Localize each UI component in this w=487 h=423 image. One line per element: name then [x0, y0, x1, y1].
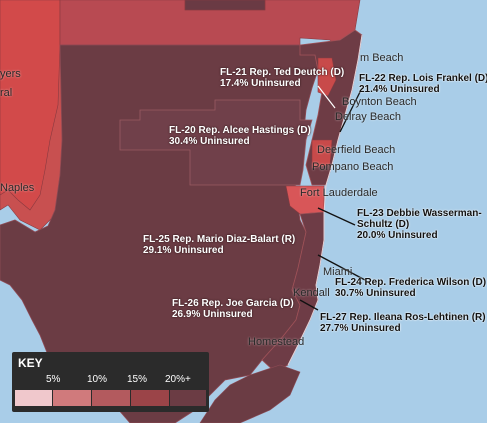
label-fl23: FL-23 Debbie Wasserman- Schultz (D) 20.0… — [357, 208, 482, 241]
legend-tick-5: 5% — [46, 374, 61, 385]
northeast-dark-region — [184, 0, 266, 11]
coastline-east — [287, 34, 363, 366]
label-fl24: FL-24 Rep. Frederica Wilson (D) 30.7% Un… — [335, 277, 486, 299]
place-kendall: Kendall — [293, 287, 330, 299]
legend-tick-10: 10% — [87, 374, 108, 385]
label-fl25-rate: 29.1% Uninsured — [143, 245, 224, 256]
legend-title: KEY — [18, 356, 43, 370]
place-fort-myers: yers — [0, 68, 21, 80]
label-fl22-name: FL-22 Rep. Lois Frankel (D) — [359, 73, 487, 84]
label-fl22: FL-22 Rep. Lois Frankel (D) 21.4% Uninsu… — [359, 73, 487, 95]
label-fl26-name: FL-26 Rep. Joe Garcia (D) — [172, 298, 294, 309]
label-fl27-name: FL-27 Rep. Ileana Ros-Lehtinen (R) — [320, 312, 486, 323]
place-deerfield-beach: Deerfield Beach — [317, 144, 396, 156]
place-delray-beach: Delray Beach — [335, 111, 402, 123]
label-fl20-name: FL-20 Rep. Alcee Hastings (D) — [169, 125, 311, 136]
label-fl27-rate: 27.7% Uninsured — [320, 323, 401, 334]
leader-fl27 — [299, 299, 319, 311]
map-legend: KEY 5% 10% 15% 20%+ — [12, 352, 209, 412]
place-naples: Naples — [0, 182, 35, 194]
coastal-red-patch-boca — [311, 139, 333, 169]
legend-swatch-3 — [131, 390, 169, 406]
place-boynton-beach: Boynton Beach — [342, 96, 417, 108]
legend-tick-20: 20%+ — [165, 374, 191, 385]
leader-fl21 — [317, 85, 336, 109]
place-palm-beach: m Beach — [360, 52, 404, 64]
label-fl23-rate: 20.0% Uninsured — [357, 230, 438, 241]
leader-fl22 — [339, 87, 363, 133]
label-fl24-name: FL-24 Rep. Frederica Wilson (D) — [335, 277, 487, 288]
southern-coast — [199, 364, 301, 423]
place-miami: Miami — [323, 266, 353, 278]
place-coral: ral — [0, 87, 13, 99]
legend-swatch-4 — [170, 390, 206, 406]
place-fort-lauderdale: Fort Lauderdale — [300, 187, 378, 199]
label-fl25: FL-25 Rep. Mario Diaz-Balart (R) 29.1% U… — [143, 234, 295, 256]
legend-swatch-1 — [53, 390, 91, 406]
label-fl20: FL-20 Rep. Alcee Hastings (D) 30.4% Unin… — [169, 125, 311, 147]
label-fl20-rate: 30.4% Uninsured — [169, 136, 250, 147]
label-fl21-name: FL-21 Rep. Ted Deutch (D) — [220, 67, 345, 78]
leader-fl23 — [317, 207, 356, 226]
legend-tick-15: 15% — [127, 374, 148, 385]
label-fl21: FL-21 Rep. Ted Deutch (D) 17.4% Uninsure… — [220, 67, 344, 89]
fl20-interior-boundary — [119, 99, 313, 186]
place-homestead: Homestead — [248, 336, 305, 348]
label-fl26-rate: 26.9% Uninsured — [172, 309, 253, 320]
label-fl26: FL-26 Rep. Joe Garcia (D) 26.9% Uninsure… — [172, 298, 294, 320]
label-fl23-party: Schultz (D) — [357, 219, 410, 230]
legend-swatch-2 — [92, 390, 130, 406]
legend-swatch-0 — [15, 390, 52, 406]
place-pompano-beach: Pompano Beach — [312, 161, 394, 173]
label-fl23-name: FL-23 Debbie Wasserman- — [357, 208, 482, 219]
label-fl22-rate: 21.4% Uninsured — [359, 84, 440, 95]
label-fl25-name: FL-25 Rep. Mario Diaz-Balart (R) — [143, 234, 296, 245]
label-fl21-rate: 17.4% Uninsured — [220, 78, 301, 89]
label-fl27: FL-27 Rep. Ileana Ros-Lehtinen (R) 27.7%… — [320, 312, 486, 334]
leader-fl24 — [317, 254, 366, 281]
label-fl24-rate: 30.7% Uninsured — [335, 288, 416, 299]
